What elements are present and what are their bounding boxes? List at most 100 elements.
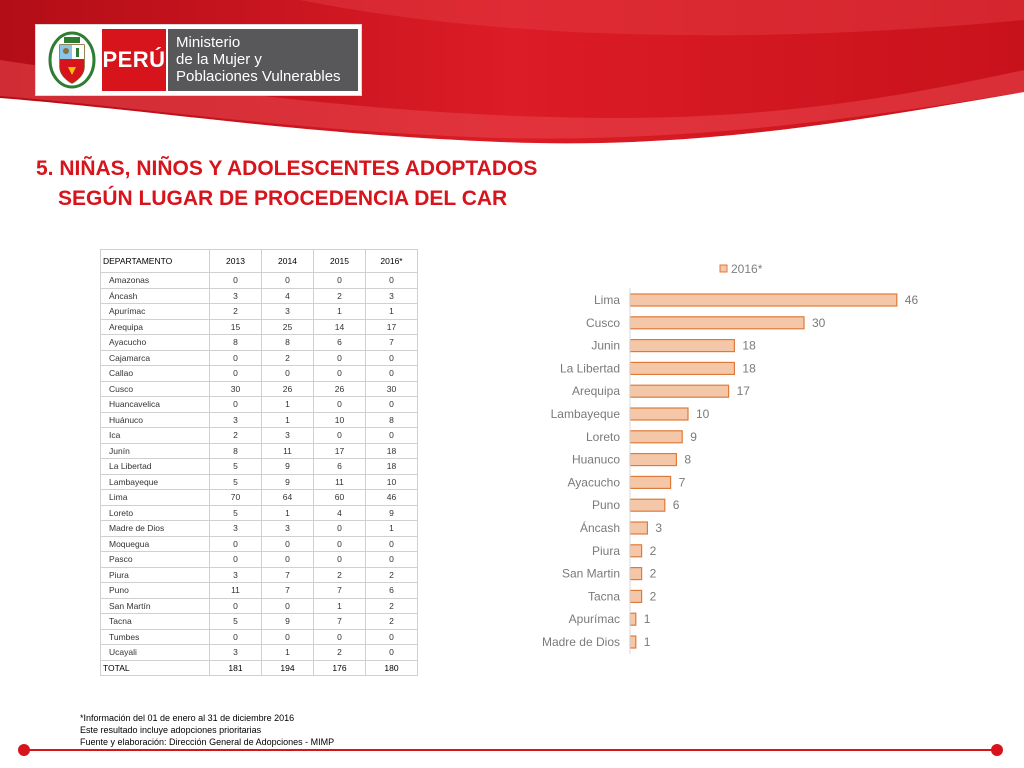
value-cell: 0 xyxy=(365,396,418,413)
department-cell: Callao xyxy=(100,365,210,382)
value-cell: 0 xyxy=(365,644,418,661)
value-cell: 2 xyxy=(209,303,262,320)
header-cell: 2014 xyxy=(261,249,314,273)
category-label: Apurímac xyxy=(569,612,620,626)
bar xyxy=(629,338,736,353)
department-cell: La Libertad xyxy=(100,458,210,475)
value-cell: 0 xyxy=(365,427,418,444)
category-label: Loreto xyxy=(586,430,620,444)
bar xyxy=(629,567,643,581)
value-cell: 0 xyxy=(261,597,314,614)
value-cell: 0 xyxy=(313,365,366,382)
table-row: Lambayeque 5 9 11 10 xyxy=(100,473,418,490)
department-cell: Amazonas xyxy=(100,272,210,289)
value-cell: 2 xyxy=(365,613,418,630)
ministry-line: Ministerio xyxy=(176,34,241,51)
category-label: Lambayeque xyxy=(551,407,621,421)
value-cell: 2 xyxy=(313,644,366,661)
ministry-name: Ministerio de la Mujer y Poblaciones Vul… xyxy=(168,29,358,91)
value-cell: 0 xyxy=(261,551,314,568)
category-label: Arequipa xyxy=(572,384,620,398)
value-cell: 0 xyxy=(313,628,366,645)
value-cell: 0 xyxy=(261,365,314,382)
value-cell: 0 xyxy=(209,535,262,552)
total-cell: 176 xyxy=(313,659,366,676)
bar xyxy=(629,407,689,421)
department-cell: Arequipa xyxy=(100,318,210,335)
value-cell: 1 xyxy=(365,303,418,320)
value-cell: 0 xyxy=(261,272,314,289)
data-label: 17 xyxy=(737,384,751,398)
peru-label: PERÚ xyxy=(102,29,166,91)
title-line-2: SEGÚN LUGAR DE PROCEDENCIA DEL CAR xyxy=(58,187,508,210)
value-cell: 5 xyxy=(209,613,262,630)
value-cell: 2 xyxy=(365,566,418,583)
value-cell: 2 xyxy=(313,566,366,583)
department-cell: Moquegua xyxy=(100,535,210,552)
table-row: Apurímac 2 3 1 1 xyxy=(100,303,418,320)
value-cell: 0 xyxy=(261,628,314,645)
value-cell: 1 xyxy=(365,520,418,537)
table-row: Tacna 5 9 7 2 xyxy=(100,613,418,630)
coat-of-arms-icon xyxy=(48,31,96,89)
value-cell: 9 xyxy=(365,504,418,521)
table-body: Amazonas 0 0 0 0 Áncash 3 4 2 3 Apurímac 2 3 1 1 Arequi… xyxy=(100,272,418,661)
value-cell: 1 xyxy=(313,303,366,320)
value-cell: 7 xyxy=(313,582,366,599)
total-label: TOTAL xyxy=(100,659,210,676)
table-row: Ucayali 3 1 2 0 xyxy=(100,644,418,661)
category-label: Tacna xyxy=(588,589,620,603)
table-row: Ica 2 3 0 0 xyxy=(100,427,418,444)
legend-label: 2016* xyxy=(731,262,763,276)
value-cell: 8 xyxy=(209,442,262,459)
value-cell: 3 xyxy=(209,411,262,428)
table-row: Madre de Dios 3 3 0 1 xyxy=(100,520,418,537)
value-cell: 0 xyxy=(365,551,418,568)
table-row: Huancavelica 0 1 0 0 xyxy=(100,396,418,413)
value-cell: 0 xyxy=(313,396,366,413)
page-title: 5. NIÑAS, NIÑOS Y ADOLESCENTES ADOPTADOS… xyxy=(36,154,736,214)
table-header-row: DEPARTAMENTO 2013 2014 2015 2016* xyxy=(100,249,418,273)
category-label: Piura xyxy=(592,544,620,558)
category-label: Cusco xyxy=(586,316,620,330)
table-row: Loreto 5 1 4 9 xyxy=(100,504,418,521)
data-label: 10 xyxy=(696,407,710,421)
value-cell: 0 xyxy=(313,535,366,552)
value-cell: 46 xyxy=(365,489,418,506)
table-row: Tumbes 0 0 0 0 xyxy=(100,628,418,645)
value-cell: 0 xyxy=(209,272,262,289)
value-cell: 11 xyxy=(313,473,366,490)
category-label: Lima xyxy=(594,293,620,307)
header-cell: 2013 xyxy=(209,249,262,273)
value-cell: 14 xyxy=(313,318,366,335)
value-cell: 3 xyxy=(365,287,418,304)
department-cell: Ucayali xyxy=(100,644,210,661)
bar xyxy=(629,293,898,307)
value-cell: 5 xyxy=(209,473,262,490)
value-cell: 9 xyxy=(261,613,314,630)
value-cell: 3 xyxy=(209,644,262,661)
footnote-line: *Información del 01 de enero al 31 de di… xyxy=(80,713,295,723)
table-row: San Martín 0 0 1 2 xyxy=(100,597,418,614)
department-cell: Ica xyxy=(100,427,210,444)
department-cell: San Martín xyxy=(100,597,210,614)
data-label: 2 xyxy=(650,589,657,603)
department-cell: Cusco xyxy=(100,380,210,397)
value-cell: 15 xyxy=(209,318,262,335)
table-row: Moquegua 0 0 0 0 xyxy=(100,535,418,552)
data-label: 46 xyxy=(905,293,919,307)
data-label: 18 xyxy=(742,339,756,353)
value-cell: 60 xyxy=(313,489,366,506)
bar xyxy=(629,521,648,535)
table-row: La Libertad 5 9 6 18 xyxy=(100,458,418,475)
bar xyxy=(629,612,637,626)
value-cell: 7 xyxy=(261,566,314,583)
ministry-logo: PERÚ Ministerio de la Mujer y Poblacione… xyxy=(35,24,362,96)
value-cell: 0 xyxy=(209,349,262,366)
data-label: 2 xyxy=(650,567,657,581)
value-cell: 30 xyxy=(209,380,262,397)
value-cell: 0 xyxy=(313,520,366,537)
footnote-line: Fuente y elaboración: Dirección General … xyxy=(80,737,335,747)
table-row: Puno 11 7 7 6 xyxy=(100,582,418,599)
